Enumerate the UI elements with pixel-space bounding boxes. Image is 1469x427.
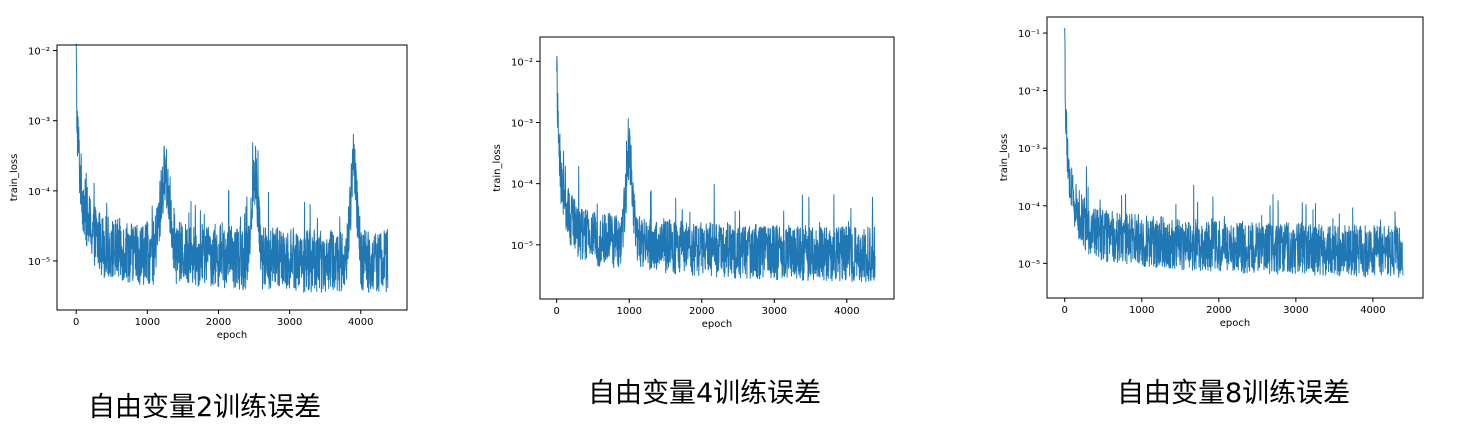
x-axis-label: epoch [217, 330, 247, 341]
caption-free-var-2: 自由变量2训练误差 [88, 392, 322, 423]
y-tick-label: 10⁻⁴ [28, 187, 50, 198]
plot-frame [539, 36, 895, 300]
chart-panel-2: 0 1000 2000 3000 4000 10⁻⁵ 10⁻⁴ 10⁻³ 10⁻² epoch tr… [480, 0, 910, 350]
loss-chart-free-var-8: 0 1000 2000 3000 4000 10⁻⁵ 10⁻⁴ 10⁻³ 10⁻² 10⁻¹ epo… [999, 16, 1424, 329]
y-tick-label: 10⁻³ [511, 118, 533, 129]
y-tick-label: 10⁻⁴ [511, 180, 533, 191]
plot-frame [1046, 16, 1424, 299]
plot-frame [56, 44, 408, 311]
x-tick-label: 0 [73, 317, 79, 328]
y-tick-label: 10⁻³ [28, 117, 50, 128]
y-axis-label: train_loss [492, 144, 503, 192]
x-tick-label: 0 [1062, 305, 1068, 316]
y-axis-label: train_loss [999, 134, 1010, 182]
x-axis-label: epoch [702, 319, 732, 330]
y-tick-label: 10⁻¹ [1018, 29, 1040, 40]
x-tick-label: 0 [553, 306, 559, 317]
caption-free-var-4: 自由变量4训练误差 [588, 378, 822, 409]
x-tick-label: 2000 [206, 317, 231, 328]
loss-chart-free-var-4: 0 1000 2000 3000 4000 10⁻⁵ 10⁻⁴ 10⁻³ 10⁻² epoch tr… [492, 36, 895, 330]
y-tick-label: 10⁻² [511, 57, 533, 68]
x-tick-label: 1000 [1129, 305, 1154, 316]
train-loss-line [75, 43, 389, 293]
x-tick-label: 4000 [1360, 305, 1385, 316]
x-tick-label: 3000 [1283, 305, 1308, 316]
y-tick-label: 10⁻² [1018, 87, 1040, 98]
y-tick-label: 10⁻² [28, 47, 50, 58]
x-tick-label: 1000 [616, 306, 641, 317]
train-loss-line [556, 55, 876, 283]
y-tick-label: 10⁻³ [1018, 144, 1040, 155]
y-tick-label: 10⁻⁵ [1018, 259, 1040, 270]
chart-panel-1: 0 1000 2000 3000 4000 10⁻⁵ 10⁻⁴ 10⁻³ 10⁻² epoch tr… [0, 0, 420, 350]
x-tick-label: 4000 [348, 317, 373, 328]
y-axis-label: train_loss [9, 154, 20, 202]
y-tick-label: 10⁻⁴ [1018, 202, 1040, 213]
loss-chart-free-var-2: 0 1000 2000 3000 4000 10⁻⁵ 10⁻⁴ 10⁻³ 10⁻² epoch tr… [9, 43, 408, 341]
x-tick-label: 1000 [135, 317, 160, 328]
caption-free-var-8: 自由变量8训练误差 [1117, 378, 1351, 409]
x-tick-label: 4000 [834, 306, 859, 317]
train-loss-line [1064, 27, 1404, 278]
y-tick-label: 10⁻⁵ [28, 257, 50, 268]
x-tick-label: 3000 [277, 317, 302, 328]
x-tick-label: 2000 [1206, 305, 1231, 316]
x-tick-label: 3000 [762, 306, 787, 317]
chart-panel-3: 0 1000 2000 3000 4000 10⁻⁵ 10⁻⁴ 10⁻³ 10⁻² 10⁻¹ epo… [990, 0, 1440, 350]
x-tick-label: 2000 [689, 306, 714, 317]
x-axis-label: epoch [1220, 318, 1250, 329]
y-tick-label: 10⁻⁵ [511, 241, 533, 252]
